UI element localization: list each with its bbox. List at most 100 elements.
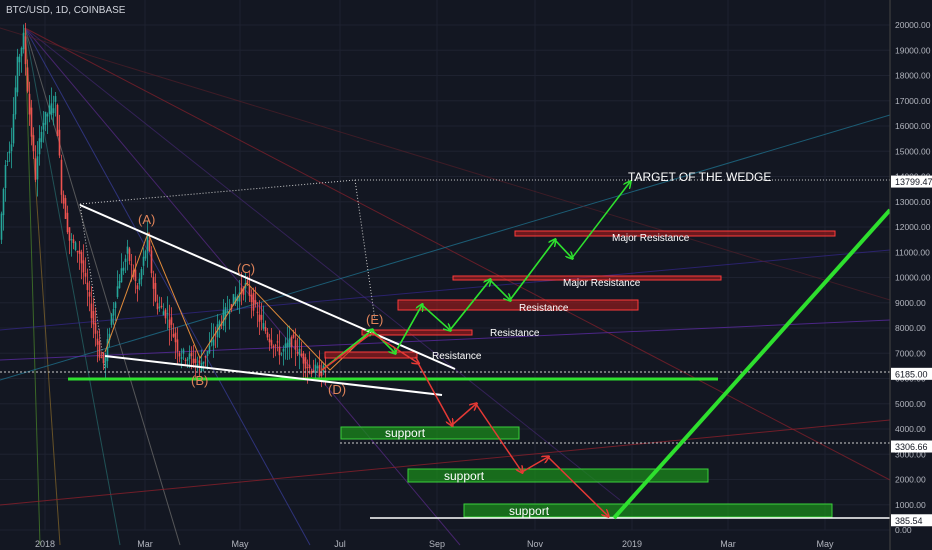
candle-body	[74, 242, 77, 251]
candle-body	[110, 314, 113, 325]
major-resistance-label-2: Major Resistance	[563, 278, 641, 289]
candle-body	[276, 341, 279, 343]
candle-body	[192, 358, 195, 364]
resistance-label-2: Resistance	[490, 328, 540, 339]
candle-body	[26, 67, 29, 92]
wave-label-e: (E)	[366, 312, 383, 327]
candle-body	[226, 310, 229, 312]
candle-body	[136, 285, 139, 290]
y-tick-label: 2000.00	[895, 475, 926, 485]
candle-body	[24, 36, 27, 65]
price-marker-label: 3306.66	[895, 442, 928, 452]
price-marker-bg	[891, 514, 932, 527]
price-marker-label: 13799.47	[895, 177, 932, 187]
price-marker-label: 6185.00	[895, 369, 928, 379]
y-tick-label: 1000.00	[895, 500, 926, 510]
candle-body	[104, 356, 107, 368]
candle-body	[154, 282, 157, 302]
candle-body	[98, 341, 101, 358]
price-axis[interactable]: 20000.00 19000.00 18000.00 17000.00 16000.00…	[895, 20, 931, 535]
wave-label-c: (C)	[237, 261, 255, 276]
candle-body	[38, 138, 41, 155]
support-label-2: support	[444, 469, 485, 483]
candle-body	[32, 135, 35, 152]
time-axis[interactable]: 2018 Mar May Jul Sep Nov 2019 Mar May	[35, 539, 834, 549]
candle-body	[122, 267, 125, 271]
candle-body	[224, 307, 227, 320]
candle-body	[288, 338, 291, 347]
resistance-zone	[452, 275, 722, 281]
candle-body	[84, 272, 87, 277]
candle-body	[176, 339, 179, 352]
candle-body	[294, 340, 297, 350]
candle-body	[124, 258, 127, 262]
candle-body	[274, 345, 277, 347]
y-tick-label: 9000.00	[895, 298, 926, 308]
candle-body	[266, 332, 269, 338]
candle-body	[190, 352, 193, 357]
candle-body	[8, 151, 11, 154]
y-tick-label: 11000.00	[895, 247, 930, 257]
candle-body	[172, 334, 175, 337]
candle-body	[96, 338, 99, 345]
candle-body	[230, 304, 233, 309]
candle-body	[302, 353, 305, 364]
candle-body	[194, 358, 197, 363]
y-tick-label: 20000.00	[895, 20, 931, 30]
candle-body	[142, 256, 145, 266]
y-tick-label: 15000.00	[895, 146, 931, 156]
candle-body	[116, 286, 119, 297]
support-zone-3	[463, 503, 833, 518]
candle-body	[210, 339, 213, 343]
x-tick-label: 2019	[622, 539, 642, 549]
candle-body	[92, 310, 95, 325]
background-fib-lines	[0, 27, 891, 546]
candle-body	[170, 317, 173, 325]
candle-body	[324, 370, 327, 373]
candle-body	[4, 165, 7, 188]
candle-body	[272, 346, 275, 348]
candle-body	[312, 370, 315, 373]
candle-body	[250, 294, 253, 303]
candle-body	[100, 357, 103, 358]
y-tick-label: 7000.00	[895, 348, 926, 358]
resistance-label-3: Resistance	[432, 351, 482, 362]
candle-body	[182, 349, 185, 354]
resistance-zone	[514, 230, 836, 237]
candle-body	[126, 246, 129, 254]
candle-body	[6, 160, 9, 162]
candle-body	[160, 305, 163, 308]
wedge-lines	[79, 204, 456, 396]
candle-body	[308, 364, 311, 369]
y-tick-label: 13000.00	[895, 197, 931, 207]
candle-body	[72, 239, 75, 243]
candle-body	[90, 303, 93, 319]
major-resistance-label-1: Major Resistance	[612, 233, 690, 244]
x-tick-label: Mar	[137, 539, 153, 549]
candle-body	[52, 108, 55, 114]
candle-body	[60, 159, 63, 195]
y-tick-label: 0.00	[895, 525, 912, 535]
candle-body	[106, 339, 109, 362]
abcde-zigzag	[104, 231, 373, 371]
candle-body	[208, 345, 211, 353]
candle-body	[10, 144, 13, 152]
candles	[0, 22, 327, 388]
candle-body	[156, 303, 159, 310]
projection-box	[79, 179, 890, 371]
candle-body	[82, 260, 85, 273]
candle-body	[240, 287, 243, 294]
candle-body	[150, 250, 153, 274]
x-tick-label: 2018	[35, 539, 55, 549]
candle-body	[304, 357, 307, 369]
y-tick-label: 3000.00	[895, 449, 926, 459]
support-zones	[340, 426, 833, 518]
candle-body	[222, 310, 225, 326]
candle-body	[318, 364, 321, 377]
candle-body	[290, 337, 293, 347]
y-tick-label: 8000.00	[895, 323, 926, 333]
candle-body	[16, 56, 19, 93]
candle-body	[158, 306, 161, 309]
wave-label-d: (D)	[328, 382, 346, 397]
